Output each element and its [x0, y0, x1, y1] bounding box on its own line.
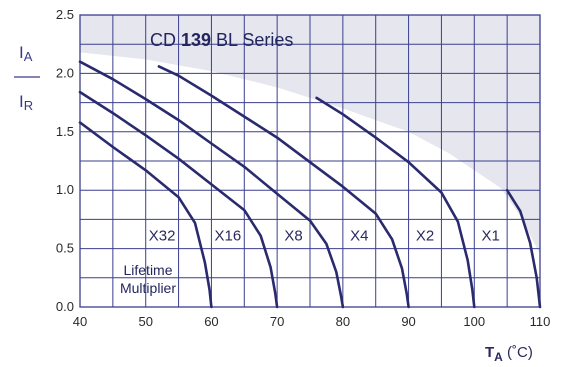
curve-label-x2: X2: [416, 228, 434, 245]
grid-layer: [79, 14, 541, 308]
x-tick-label: 70: [270, 314, 284, 329]
note-line-2: Multiplier: [120, 280, 176, 296]
curve-x2: [315, 96, 476, 309]
plot-frame: [79, 14, 541, 308]
y-tick-label: 0.0: [56, 299, 74, 314]
x-tick-label: 50: [138, 314, 152, 329]
curve-x16: [78, 90, 279, 309]
curve-x1: [505, 188, 542, 309]
x-tick-label: 40: [73, 314, 87, 329]
x-tick-label: 80: [336, 314, 350, 329]
curve-layer: [78, 60, 542, 309]
y-tick-label: 2.0: [56, 65, 74, 80]
curve-x8: [78, 60, 345, 309]
curve-label-x32: X32: [149, 228, 176, 245]
lifetime-multiplier-note: Lifetime Multiplier: [120, 262, 176, 296]
curve-label-x4: X4: [350, 228, 368, 245]
x-tick-label: 100: [463, 314, 485, 329]
x-tick-label: 110: [530, 314, 551, 329]
y-tick-label: 1.0: [56, 182, 74, 197]
curve-label-x8: X8: [284, 228, 302, 245]
tick-label-layer: 40 50 60 70 80 90 100 110 0.0 0.5 1.0 1.5 2.0 2.5: [56, 7, 550, 329]
x-axis-label: TA (˚C): [485, 344, 533, 364]
shaded-region: [80, 15, 540, 255]
y-tick-label: 0.5: [56, 241, 74, 256]
y-tick-label: 1.5: [56, 124, 74, 139]
curve-x4: [157, 65, 410, 309]
curve-x32: [78, 121, 213, 309]
note-line-1: Lifetime: [123, 262, 172, 278]
y-tick-label: 2.5: [56, 7, 74, 22]
curve-label-x16: X16: [215, 228, 242, 245]
curve-label-layer: X32 X16 X8 X4 X2 X1: [149, 228, 500, 245]
x-tick-label: 90: [401, 314, 415, 329]
y-axis-label: IA IR: [14, 43, 40, 113]
curve-label-x1: X1: [482, 228, 500, 245]
y-label-denominator: IR: [19, 92, 33, 113]
x-tick-label: 60: [204, 314, 218, 329]
chart-title: CD 139 BL Series: [150, 30, 293, 50]
y-label-numerator: IA: [19, 43, 33, 64]
shaded-region-layer: [80, 15, 540, 255]
